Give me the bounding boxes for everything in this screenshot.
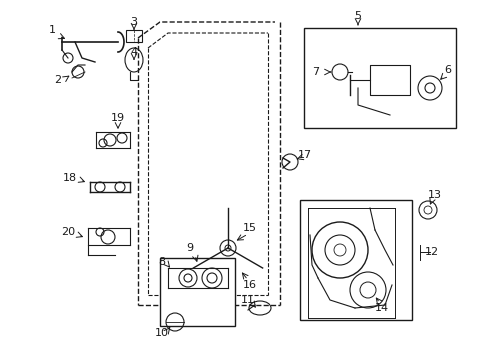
Text: 11: 11	[241, 295, 254, 305]
Text: 14: 14	[374, 303, 388, 313]
Bar	[304, 28, 455, 128]
Text: 9: 9	[186, 243, 193, 253]
Text: 1: 1	[48, 25, 55, 35]
Text: 19: 19	[111, 113, 125, 123]
Bar	[299, 200, 411, 320]
Bar	[160, 258, 235, 326]
Text: 3: 3	[130, 17, 137, 27]
Text: 6: 6	[444, 65, 450, 75]
Text: 17: 17	[297, 150, 311, 160]
Text: 18: 18	[63, 173, 77, 183]
Text: 10: 10	[155, 328, 169, 338]
Text: 8: 8	[158, 257, 165, 267]
Text: 4: 4	[130, 47, 137, 57]
Text: 15: 15	[243, 223, 257, 233]
Text: 5: 5	[354, 11, 361, 21]
Text: 20: 20	[61, 227, 75, 237]
Text: 13: 13	[427, 190, 441, 200]
Bar	[126, 30, 142, 42]
Text: 7: 7	[312, 67, 319, 77]
Text: 2: 2	[54, 75, 61, 85]
Text: 16: 16	[243, 280, 257, 290]
Text: 12: 12	[424, 247, 438, 257]
